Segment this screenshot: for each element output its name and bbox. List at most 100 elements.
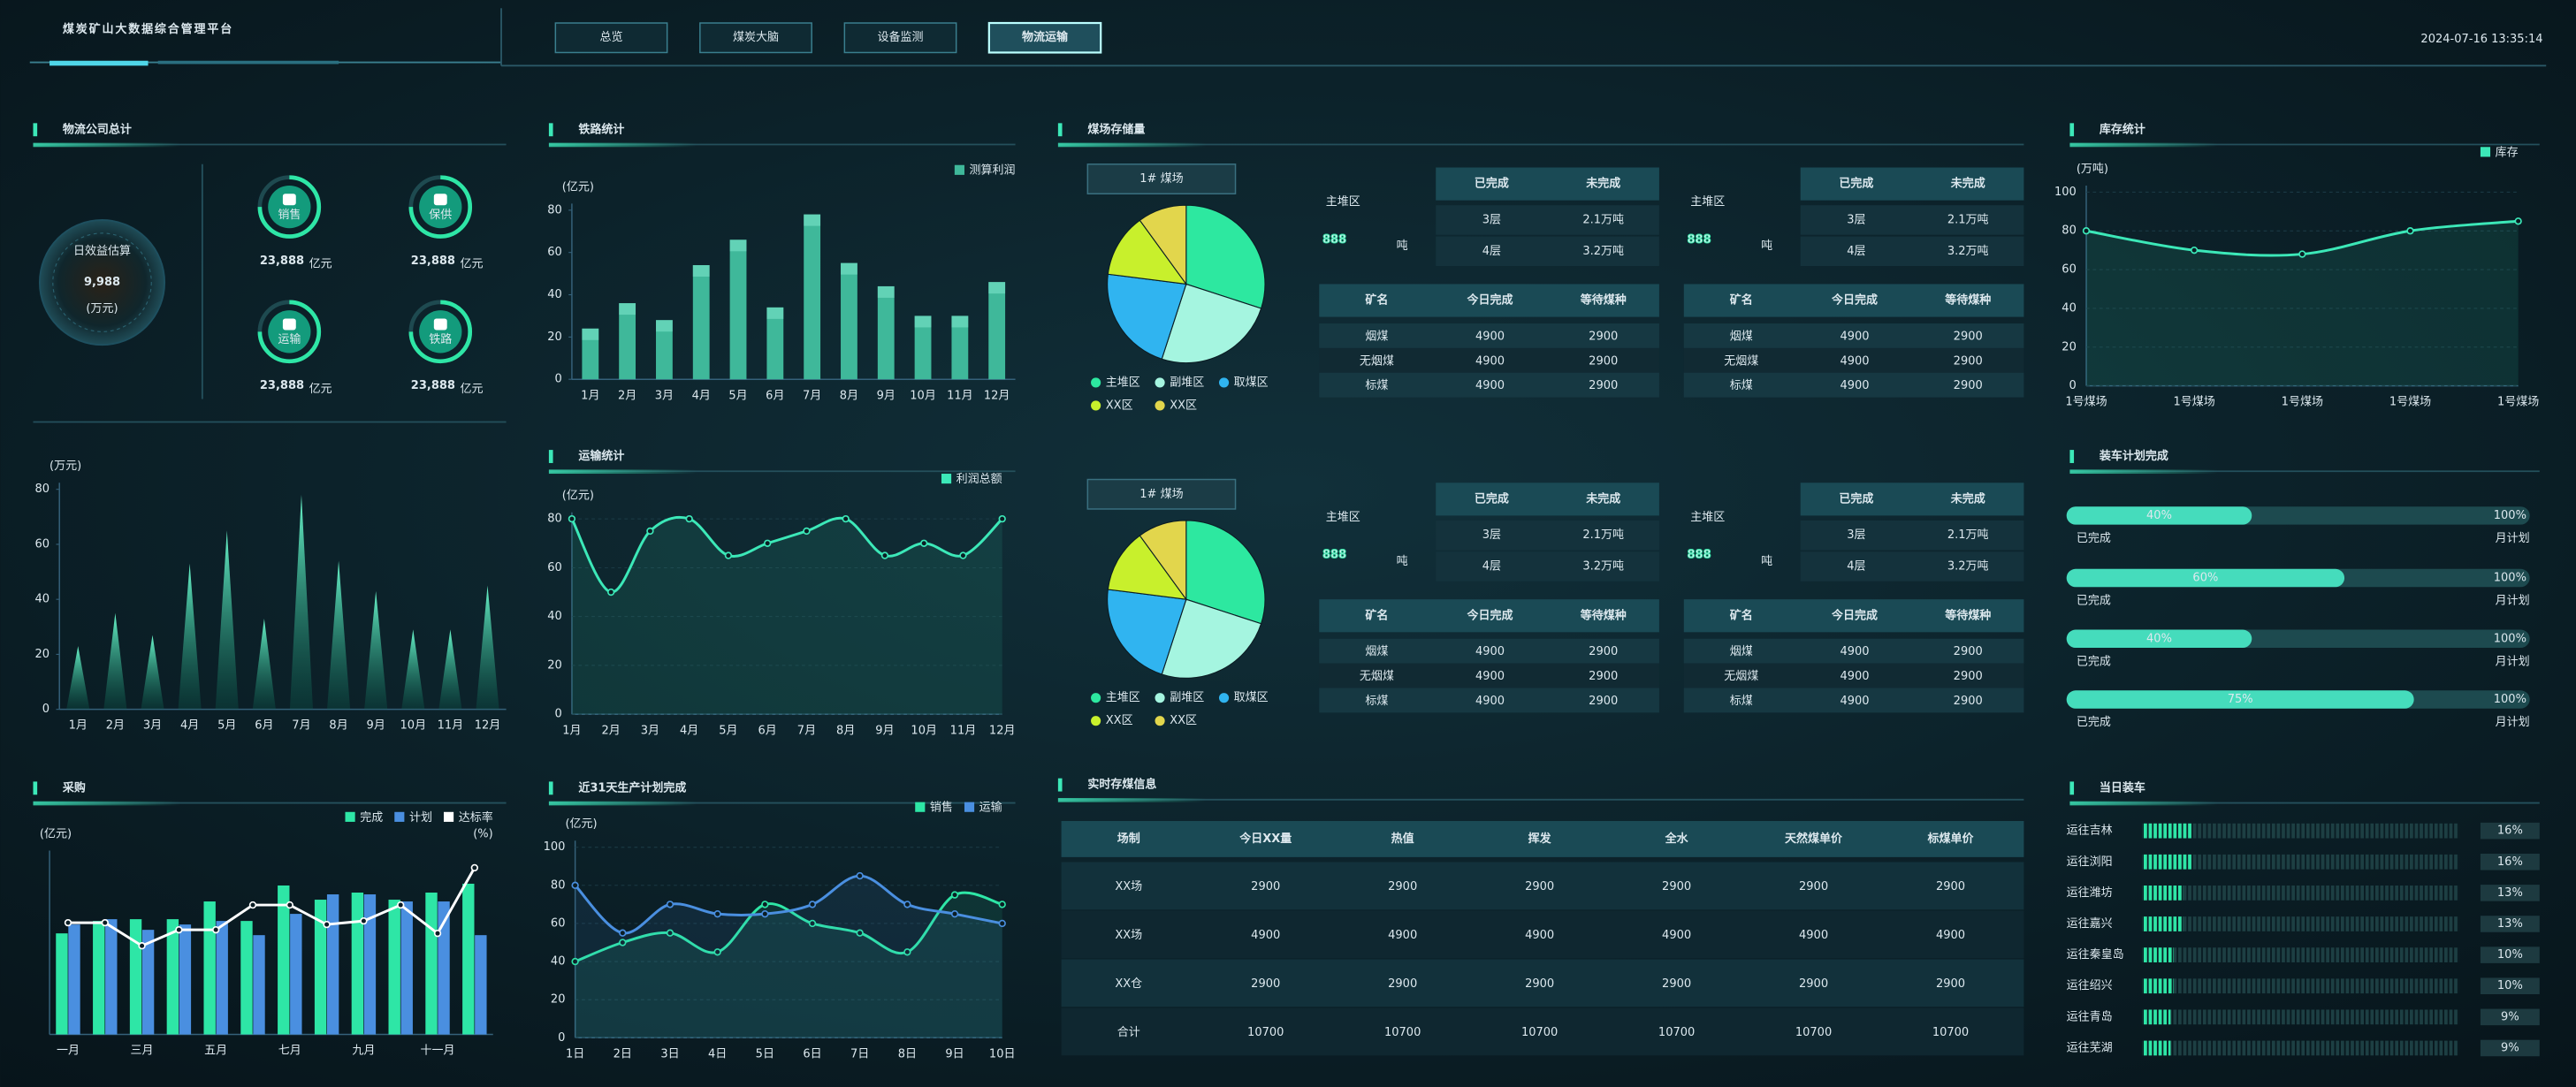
y-tick-label: 0 [554, 708, 561, 721]
bar [253, 935, 265, 1035]
y-tick-label: 100 [2054, 186, 2077, 199]
bar [462, 883, 475, 1035]
table-cell: 4900 [1475, 330, 1505, 343]
line-area [2085, 221, 2519, 386]
item-unit: 亿元 [309, 383, 332, 396]
table-header-cell: 今日XX量 [1238, 832, 1292, 846]
bar [290, 914, 302, 1035]
table-cell: 2900 [1589, 645, 1618, 658]
table-cell: 烟煤 [1365, 645, 1388, 658]
point [397, 901, 405, 909]
route-badge [2480, 822, 2540, 840]
nav-label[interactable]: 物流运输 [1022, 30, 1069, 44]
table-cell: 3.2万吨 [1947, 245, 1989, 258]
point [64, 918, 72, 927]
legend-label: XX区 [1106, 714, 1133, 727]
point [920, 539, 928, 547]
x-tick-label: 12月 [475, 719, 501, 733]
legend-swatch [443, 811, 454, 822]
summary-value: 9,988 [84, 276, 120, 289]
table-row [1319, 347, 1659, 373]
route-badge [2480, 946, 2540, 963]
legend-label: 销售 [930, 801, 953, 815]
item-unit: 亿元 [461, 383, 484, 396]
point [248, 901, 257, 909]
bar [216, 921, 228, 1035]
table-cell: 4层 [1482, 245, 1501, 258]
bar [179, 924, 192, 1035]
x-tick-label: 5月 [217, 719, 236, 733]
y-tick-label: 40 [2062, 301, 2077, 315]
table-cell: 2.1万吨 [1947, 528, 1989, 542]
icon-disc [419, 310, 462, 353]
table-cell: 2.1万吨 [1947, 213, 1989, 226]
route-track [2142, 947, 2459, 962]
nav-button[interactable] [699, 22, 812, 54]
icon-arc [408, 300, 473, 364]
point [959, 551, 967, 559]
y-tick-label: 20 [547, 658, 562, 672]
table-cell: 2900 [1589, 670, 1618, 683]
pie-slice [1139, 520, 1187, 601]
table-header-cell: 挥发 [1528, 832, 1552, 846]
bar-cap [619, 303, 636, 315]
table-cell: 2.1万吨 [1582, 528, 1624, 542]
cone-bar [438, 629, 462, 710]
item-value: 23,888 [411, 379, 455, 392]
area-name: 主堆区 [1690, 195, 1725, 209]
x-tick-label: 8月 [329, 719, 347, 733]
point [950, 909, 959, 918]
table-header-cell: 未完成 [1585, 491, 1620, 505]
route-badge [2480, 916, 2540, 932]
icon-glyph [433, 318, 447, 331]
x-tick-label: 7日 [850, 1047, 869, 1060]
table-cell: 4900 [1388, 929, 1417, 942]
y-tick-label: 40 [551, 955, 566, 969]
table-cell: 2900 [1251, 880, 1280, 893]
legend-label: 库存 [2496, 145, 2519, 159]
point [842, 514, 850, 523]
y-tick-label: 40 [35, 593, 50, 606]
table-row [1683, 372, 2024, 398]
table-header-cell: 已完成 [1839, 177, 1873, 191]
bar [582, 328, 599, 380]
pie-slice [1107, 535, 1188, 600]
x-tick-label: 8月 [840, 389, 858, 402]
table-cell: 标煤 [1730, 695, 1753, 708]
table-row [1683, 688, 2024, 713]
nav-button[interactable] [843, 22, 957, 54]
bar [951, 315, 969, 380]
nav-label[interactable]: 设备监测 [878, 30, 924, 44]
summary-unit: (万元) [86, 302, 118, 315]
table-cell: 3层 [1847, 213, 1865, 226]
legend-label: 取煤区 [1234, 691, 1269, 704]
table-header-cell: 等待煤种 [1580, 608, 1627, 622]
nav-button[interactable] [554, 22, 668, 54]
table-cell: 4900 [1475, 354, 1505, 368]
table-cell: 2900 [1954, 645, 1983, 658]
table-cell: 4900 [1840, 354, 1869, 368]
nav-label[interactable]: 煤炭大脑 [733, 31, 779, 44]
table-row [1319, 638, 1659, 664]
route-bar [2142, 823, 2193, 839]
table-row [1319, 372, 1659, 398]
cone-bar [327, 560, 351, 710]
amount: 888 [1687, 233, 1711, 247]
progress-plan: 月计划 [2496, 655, 2530, 668]
item-name: 铁路 [429, 332, 452, 346]
x-tick-label: 2月 [602, 724, 621, 737]
point [856, 929, 864, 937]
x-tick-label: 2月 [106, 719, 125, 733]
y-tick-label: 40 [547, 288, 562, 301]
bar-cap [877, 285, 895, 298]
y-axis-label: (亿元) [565, 817, 597, 831]
title-glow [33, 801, 181, 806]
table-cell: 标煤 [1365, 695, 1388, 708]
nav-button[interactable] [987, 21, 1102, 54]
cone-bar [476, 585, 499, 710]
route-badge [2480, 1008, 2540, 1026]
table-cell: 4900 [1799, 929, 1828, 942]
pie-slice [1185, 204, 1266, 309]
nav-label[interactable]: 总览 [599, 30, 622, 44]
point [880, 551, 889, 559]
